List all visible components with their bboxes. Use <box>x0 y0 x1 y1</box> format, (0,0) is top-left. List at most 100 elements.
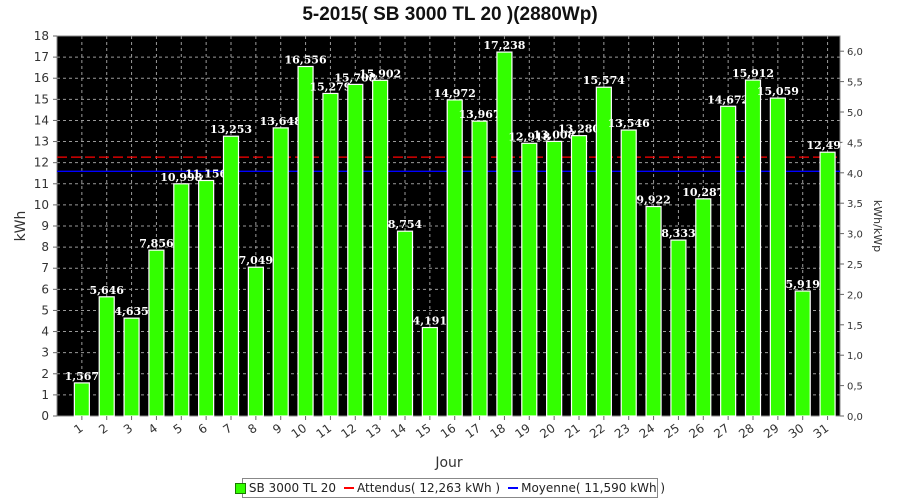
x-tick-label: 17 <box>463 421 484 441</box>
y-tick-label: 5 <box>41 303 49 317</box>
bar-data-label: 10,998 <box>160 171 202 184</box>
bar-day-19 <box>521 142 538 417</box>
bar-data-label: 4,191 <box>413 315 447 328</box>
bar-data-label: 15,574 <box>583 74 625 87</box>
bar-data-label: 7,856 <box>139 237 174 250</box>
x-tick-label: 28 <box>736 421 757 441</box>
bar-day-5 <box>173 183 190 417</box>
y-tick-label: 15 <box>34 92 49 106</box>
x-tick-label: 15 <box>413 421 434 441</box>
bar-day-18 <box>496 51 513 417</box>
bar-day-14 <box>396 230 414 417</box>
x-tick-label: 21 <box>562 421 583 441</box>
bar-day-20 <box>546 140 563 417</box>
bar-day-11 <box>322 92 339 417</box>
y2-tick-label: 4,0 <box>847 169 863 180</box>
bar-data-label: 14,672 <box>707 93 749 106</box>
y-tick-label: 7 <box>41 261 49 275</box>
bar-data-label: 7,049 <box>239 254 273 267</box>
bar-day-21 <box>570 135 588 417</box>
bar-data-label: 12,496 <box>807 139 849 152</box>
legend-bar-swatch <box>234 482 246 494</box>
legend-moyenne-line <box>508 487 519 489</box>
y-tick-label: 18 <box>34 29 49 43</box>
y-tick-label: 8 <box>41 240 49 254</box>
bar-day-16 <box>446 99 463 417</box>
x-tick-label: 5 <box>171 421 185 437</box>
bar-day-23 <box>620 129 637 417</box>
bar-data-label: 15,279 <box>309 80 351 93</box>
x-tick-label: 30 <box>786 421 807 441</box>
y2-tick-label: 2,0 <box>847 290 863 301</box>
bar-day-29 <box>769 97 786 417</box>
y-axis-title: kWh <box>13 211 29 242</box>
bar-data-label: 4,635 <box>114 305 148 318</box>
y-tick-label: 3 <box>41 346 49 360</box>
bar-day-15 <box>421 326 438 417</box>
bar-data-label: 13,008 <box>533 128 575 141</box>
y-tick-label: 1 <box>41 388 49 402</box>
bar-day-22 <box>595 86 612 417</box>
y-tick-label: 14 <box>34 113 49 127</box>
bar-data-label: 14,972 <box>434 87 476 100</box>
bar-day-6 <box>198 179 215 417</box>
bar-data-label: 16,556 <box>285 53 327 66</box>
x-tick-label: 25 <box>662 421 683 441</box>
x-tick-label: 23 <box>612 421 633 441</box>
bar-data-label: 15,708 <box>334 71 376 84</box>
bar-day-17 <box>471 120 488 417</box>
y2-tick-label: 5,0 <box>847 108 863 119</box>
legend-moyenne-label: Moyenne( 11,590 kWh ) <box>521 481 666 495</box>
bar-data-label: 13,546 <box>608 117 650 130</box>
x-tick-label: 8 <box>245 421 259 437</box>
bar-data-label: 11,156 <box>185 167 227 180</box>
bar-day-12 <box>347 83 364 417</box>
bar-data-label: 13,253 <box>210 123 252 136</box>
bar-day-7 <box>222 135 240 417</box>
chart-legend: SB 3000 TL 20 Attendus( 12,263 kWh ) Moy… <box>234 478 665 498</box>
x-tick-label: 3 <box>121 421 135 437</box>
y-tick-label: 11 <box>34 177 49 191</box>
bar-data-label: 8,754 <box>388 218 423 231</box>
legend-attendus-label: Attendus( 12,263 kWh ) <box>357 481 501 495</box>
bar-data-label: 15,059 <box>757 85 799 98</box>
bar-day-27 <box>720 105 737 417</box>
x-tick-label: 12 <box>338 421 359 441</box>
y2-tick-label: 1,0 <box>847 351 863 362</box>
bar-day-31 <box>819 151 836 417</box>
x-tick-label: 4 <box>146 421 160 437</box>
bar-data-label: 17,238 <box>483 39 525 52</box>
y-tick-label: 2 <box>41 367 49 381</box>
bar-day-10 <box>297 65 314 417</box>
y2-tick-label: 2,5 <box>847 260 863 271</box>
bar-day-24 <box>645 205 662 417</box>
x-tick-label: 27 <box>711 421 732 441</box>
x-tick-label: 26 <box>686 421 707 441</box>
x-tick-label: 18 <box>488 421 509 441</box>
bar-data-label: 13,648 <box>260 115 302 128</box>
bar-data-label: 5,646 <box>89 284 124 297</box>
bar-data-label: 9,922 <box>636 194 670 207</box>
y-tick-label: 4 <box>41 325 49 339</box>
y2-tick-label: 6,0 <box>847 47 863 58</box>
x-tick-label: 19 <box>512 421 533 441</box>
bar-day-8 <box>247 266 264 417</box>
y-tick-label: 16 <box>34 71 49 85</box>
y-tick-label: 13 <box>34 135 49 149</box>
x-tick-label: 31 <box>811 421 832 441</box>
bar-data-label: 8,333 <box>661 227 695 240</box>
bar-data-label: 15,912 <box>732 67 774 80</box>
y2-tick-label: 0,5 <box>847 382 863 393</box>
x-tick-label: 13 <box>363 421 384 441</box>
y-tick-label: 9 <box>41 219 49 233</box>
bar-day-13 <box>372 79 389 417</box>
bar-day-4 <box>148 249 165 417</box>
x-tick-label: 20 <box>537 421 558 441</box>
y-tick-label: 6 <box>41 282 49 296</box>
x-tick-label: 24 <box>637 421 658 441</box>
bar-day-25 <box>670 239 687 417</box>
bar-data-label: 5,919 <box>785 278 819 291</box>
y2-tick-label: 3,0 <box>847 230 863 241</box>
x-tick-label: 11 <box>314 421 335 441</box>
